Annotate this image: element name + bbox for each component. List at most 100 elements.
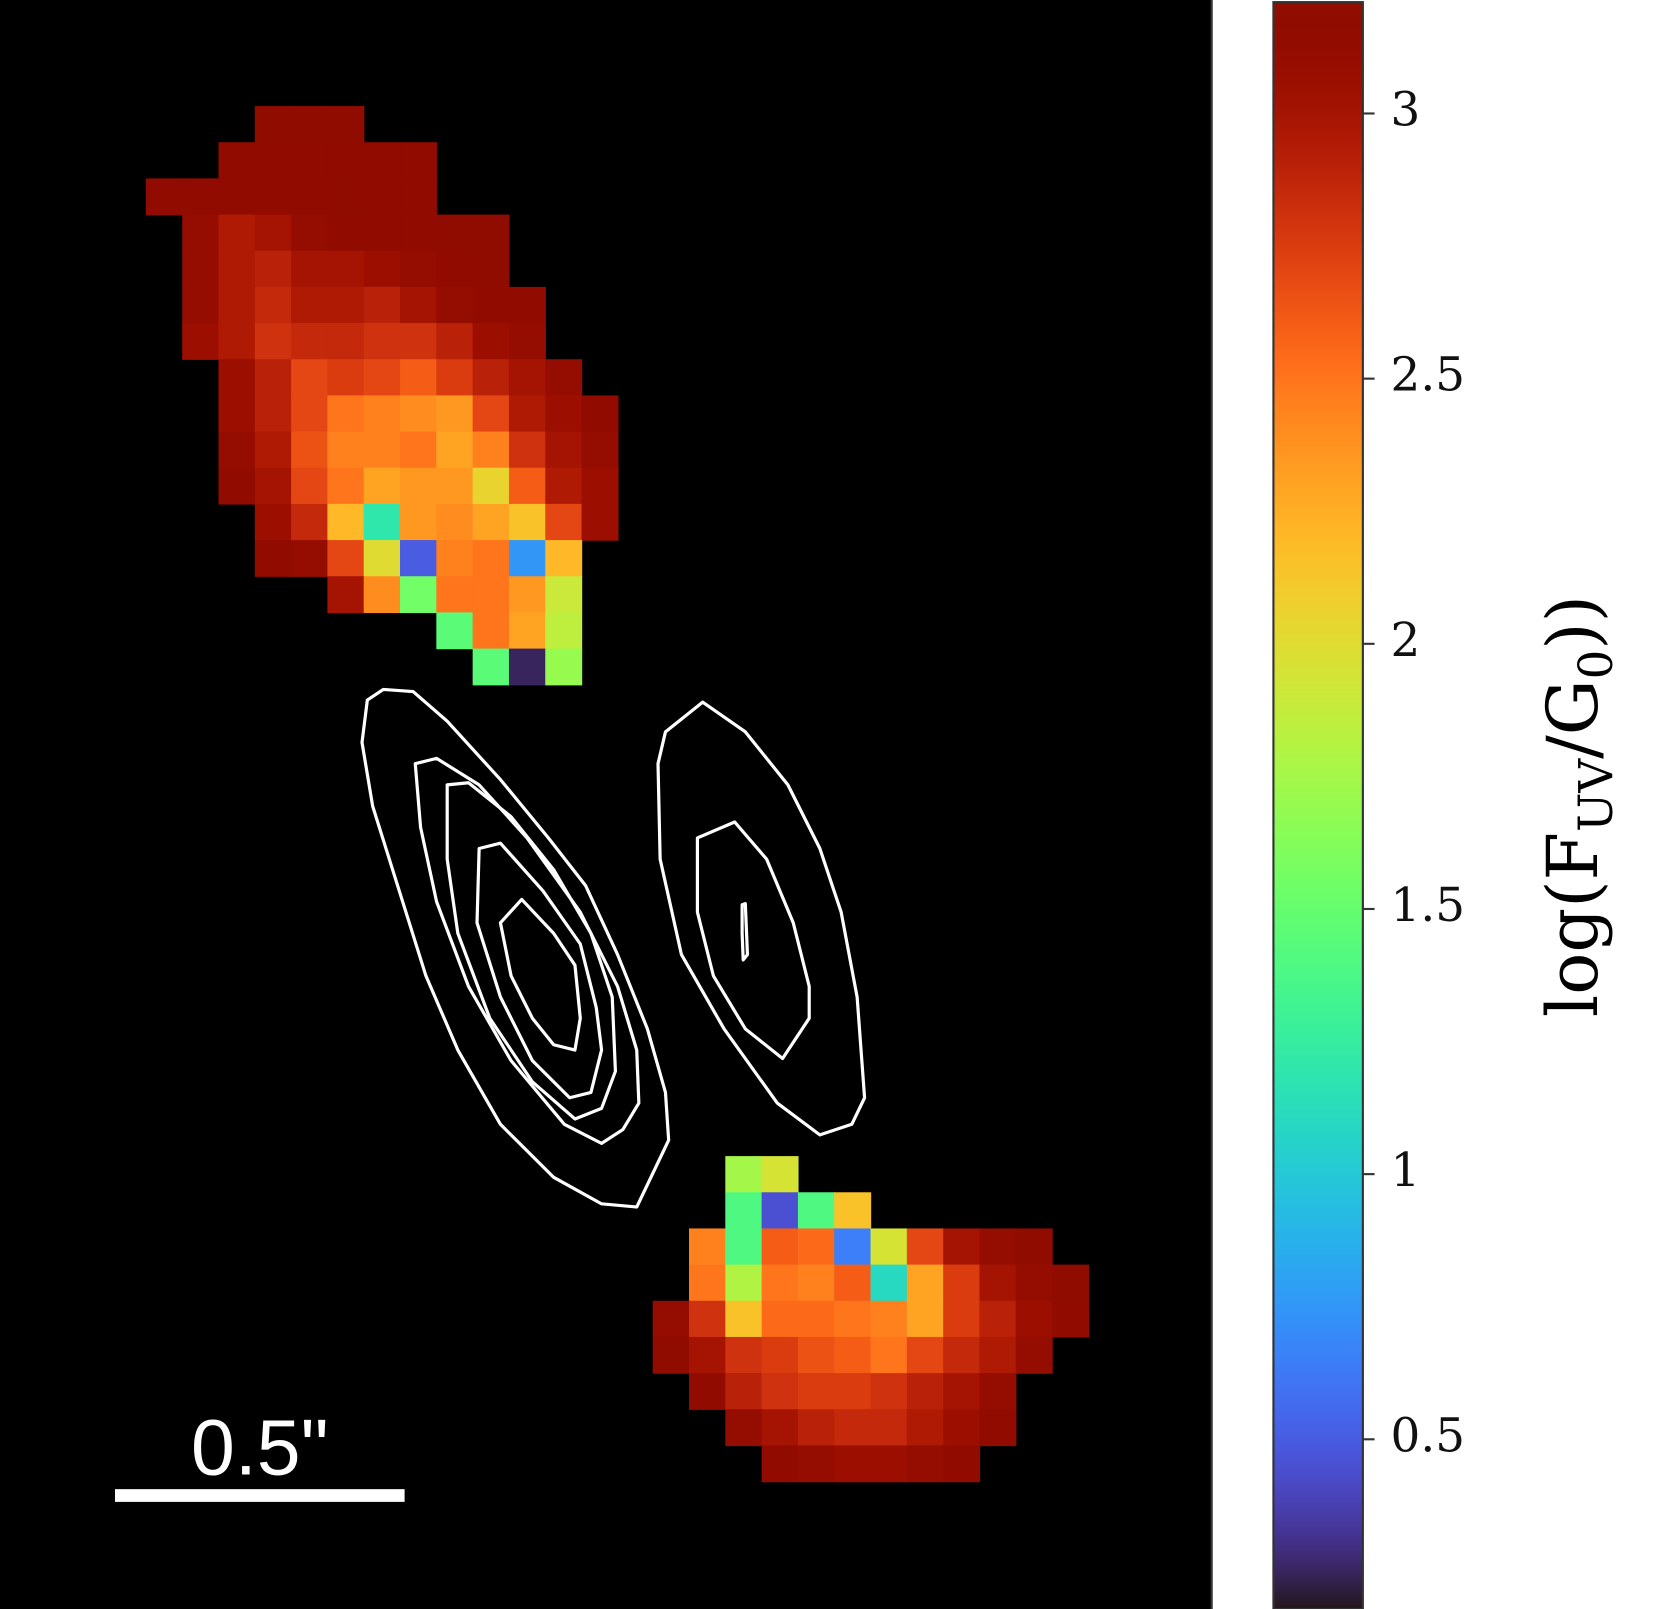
heatmap-cell bbox=[943, 1373, 981, 1410]
heatmap-cell bbox=[400, 359, 437, 397]
heatmap-cell bbox=[363, 178, 401, 216]
heatmap-cell bbox=[870, 1409, 908, 1447]
heatmap-cell bbox=[291, 106, 329, 143]
heatmap-cell bbox=[979, 1373, 1017, 1410]
heatmap-cell bbox=[363, 250, 401, 288]
heatmap-cell bbox=[906, 1228, 944, 1266]
heatmap-cell bbox=[870, 1228, 908, 1266]
heatmap-cell bbox=[400, 540, 437, 577]
colorbar-tick-label: 0.5 bbox=[1391, 1409, 1466, 1463]
heatmap-cell bbox=[508, 395, 546, 433]
heatmap-cell bbox=[436, 214, 474, 252]
heatmap-cell bbox=[218, 359, 256, 397]
heatmap-cell bbox=[472, 576, 510, 614]
heatmap-cell bbox=[797, 1336, 835, 1374]
heatmap-cell bbox=[327, 178, 365, 216]
heatmap-cell bbox=[508, 576, 546, 614]
heatmap-cell bbox=[436, 286, 474, 324]
heatmap-cell bbox=[581, 467, 619, 505]
heatmap-cell bbox=[870, 1300, 908, 1338]
heatmap-cell bbox=[797, 1228, 835, 1266]
heatmap-cell bbox=[145, 178, 183, 216]
heatmap-cell bbox=[218, 214, 256, 252]
heatmap-cell bbox=[906, 1409, 944, 1447]
colorbar bbox=[1272, 1, 1364, 1609]
heatmap-cell bbox=[797, 1373, 835, 1410]
heatmap-cell bbox=[327, 214, 365, 252]
heatmap-cell bbox=[254, 431, 292, 469]
heatmap-cell bbox=[508, 323, 546, 360]
heatmap-cell bbox=[327, 286, 365, 324]
heatmap-cell bbox=[761, 1373, 799, 1410]
heatmap-cell bbox=[545, 395, 583, 433]
heatmap-cell bbox=[943, 1409, 981, 1447]
colorbar-ticks: 0.5 1 1.5 2 2.5 3 bbox=[1362, 84, 1466, 1463]
heatmap-cell bbox=[436, 612, 474, 650]
heatmap-cell bbox=[725, 1300, 763, 1338]
colorbar-tick-label: 1 bbox=[1391, 1144, 1421, 1198]
heatmap-cell bbox=[400, 178, 437, 216]
heatmap-cell bbox=[906, 1373, 944, 1410]
heatmap-cell bbox=[254, 286, 292, 324]
colorbar-label-part: UV bbox=[1570, 758, 1624, 832]
heatmap-cell bbox=[1015, 1264, 1053, 1302]
heatmap-cell bbox=[688, 1264, 726, 1302]
heatmap-cell bbox=[363, 142, 401, 180]
colorbar-tick-label: 3 bbox=[1391, 84, 1421, 138]
heatmap-cell bbox=[1052, 1264, 1090, 1302]
heatmap-cell bbox=[834, 1445, 872, 1483]
heatmap-cell bbox=[508, 431, 546, 469]
heatmap-cell bbox=[363, 503, 401, 541]
heatmap-cell bbox=[508, 612, 546, 650]
heatmap-cell bbox=[254, 142, 292, 180]
heatmap-cell bbox=[472, 431, 510, 469]
heatmap-cell bbox=[472, 648, 510, 686]
heatmap-cell bbox=[218, 395, 256, 433]
heatmap-cell bbox=[254, 214, 292, 252]
heatmap-cell bbox=[761, 1156, 799, 1193]
heatmap-cell bbox=[182, 214, 220, 252]
heatmap-cell bbox=[1015, 1228, 1053, 1266]
heatmap-cell bbox=[363, 286, 401, 324]
colorbar-label-part: log(F bbox=[1532, 832, 1614, 1017]
heatmap-cell bbox=[979, 1300, 1017, 1338]
heatmap-cell bbox=[327, 576, 365, 614]
heatmap-cell bbox=[254, 540, 292, 577]
heatmap-cell bbox=[327, 503, 365, 541]
scale-bar bbox=[114, 1489, 405, 1502]
heatmap-cell bbox=[834, 1373, 872, 1410]
heatmap-cell bbox=[472, 359, 510, 397]
heatmap-cell bbox=[472, 612, 510, 650]
heatmap-cell bbox=[1015, 1336, 1053, 1374]
heatmap-cell bbox=[291, 395, 329, 433]
heatmap-cell bbox=[400, 467, 437, 505]
heatmap-cell bbox=[400, 142, 437, 180]
colorbar-tick-label: 2 bbox=[1391, 614, 1421, 668]
colorbar-label-part: 0 bbox=[1570, 650, 1624, 680]
heatmap-cell bbox=[688, 1300, 726, 1338]
heatmap-cell bbox=[1052, 1300, 1090, 1338]
heatmap-cell bbox=[834, 1300, 872, 1338]
heatmap-cell bbox=[327, 250, 365, 288]
heatmap-cell bbox=[291, 540, 329, 577]
heatmap-cell bbox=[979, 1409, 1017, 1447]
heatmap-cell bbox=[254, 395, 292, 433]
heatmap-cell bbox=[870, 1445, 908, 1483]
heatmap-cell bbox=[797, 1192, 835, 1230]
heatmap-cell bbox=[472, 250, 510, 288]
heatmap-cell bbox=[870, 1336, 908, 1374]
heatmap-cell bbox=[761, 1228, 799, 1266]
heatmap-cell bbox=[254, 323, 292, 360]
heatmap-cell bbox=[400, 431, 437, 469]
heatmap-cell bbox=[508, 648, 546, 686]
heatmap-cell bbox=[508, 467, 546, 505]
heatmap-cell bbox=[761, 1300, 799, 1338]
colorbar-label-part: /G bbox=[1532, 679, 1614, 759]
heatmap-cell bbox=[291, 250, 329, 288]
heatmap-cell bbox=[943, 1264, 981, 1302]
heatmap-cell bbox=[436, 431, 474, 469]
heatmap-cell bbox=[688, 1373, 726, 1410]
heatmap-cell bbox=[725, 1192, 763, 1230]
heatmap-cell bbox=[363, 576, 401, 614]
